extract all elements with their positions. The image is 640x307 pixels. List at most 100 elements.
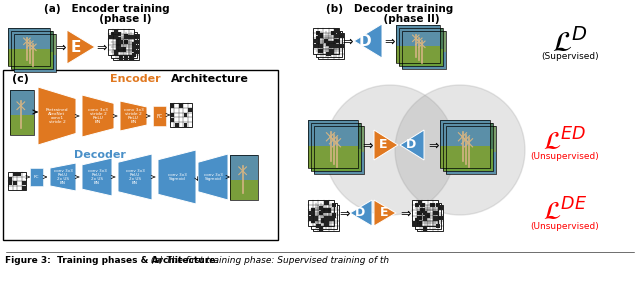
Bar [113, 29, 118, 34]
Bar [399, 49, 443, 66]
Bar [308, 120, 358, 168]
Bar [318, 33, 323, 38]
Bar [417, 221, 422, 226]
Bar [332, 213, 336, 218]
Bar [316, 223, 321, 228]
Bar [446, 126, 496, 152]
Bar [438, 205, 443, 210]
Bar [311, 123, 361, 171]
Bar [316, 36, 321, 41]
Bar [314, 126, 364, 174]
Bar [134, 40, 139, 44]
Bar [230, 180, 258, 200]
Bar [443, 123, 493, 171]
Bar [314, 216, 318, 220]
Text: $\mathcal{L}^{DE}$: $\mathcal{L}^{DE}$ [543, 198, 587, 225]
Bar [316, 30, 342, 56]
Bar [10, 90, 34, 115]
Text: Decoder: Decoder [74, 150, 126, 160]
Text: conv 3x3
Sigmoid: conv 3x3 Sigmoid [168, 173, 186, 181]
Text: D: D [355, 207, 365, 220]
Bar [339, 33, 344, 38]
Bar [132, 52, 136, 57]
Bar [121, 47, 126, 52]
Bar [313, 28, 339, 54]
Bar [124, 40, 128, 44]
Bar [108, 29, 134, 55]
Bar [308, 216, 313, 220]
Bar [113, 34, 118, 39]
Circle shape [325, 85, 455, 215]
Bar [420, 203, 424, 208]
Bar [8, 49, 50, 66]
Bar [314, 126, 364, 152]
Bar [319, 211, 323, 215]
Bar [179, 103, 183, 107]
Text: conv 3x3
stride 2
ReLU
BN: conv 3x3 stride 2 ReLU BN [88, 107, 108, 124]
Text: $\Rightarrow$: $\Rightarrow$ [340, 34, 354, 48]
Bar [334, 38, 339, 43]
Polygon shape [82, 95, 114, 137]
Bar [321, 218, 326, 223]
Bar [314, 39, 318, 43]
Bar [314, 152, 364, 174]
Bar [443, 150, 493, 171]
Polygon shape [67, 30, 95, 64]
Bar [124, 34, 128, 39]
Bar [311, 218, 316, 223]
Bar [417, 216, 422, 220]
Bar [132, 47, 136, 52]
Bar [113, 34, 139, 60]
Bar [440, 120, 490, 168]
Bar [415, 203, 419, 208]
Bar [113, 34, 118, 39]
Bar [8, 172, 26, 190]
Bar [431, 203, 435, 208]
Text: $\mathcal{L}^{ED}$: $\mathcal{L}^{ED}$ [543, 128, 587, 155]
Bar [170, 118, 174, 122]
Bar [436, 223, 440, 228]
Bar [319, 205, 323, 210]
Bar [316, 41, 321, 46]
Bar [396, 46, 440, 63]
Text: $\Rightarrow$: $\Rightarrow$ [53, 41, 67, 53]
Polygon shape [158, 150, 196, 204]
Bar [124, 55, 128, 60]
Bar [314, 216, 318, 220]
Polygon shape [50, 163, 76, 191]
Bar [329, 44, 333, 49]
Text: $\Rightarrow$: $\Rightarrow$ [382, 34, 396, 48]
Bar [118, 40, 124, 44]
Bar [316, 31, 321, 35]
Bar [13, 181, 17, 185]
Bar [339, 44, 344, 48]
Bar [324, 216, 328, 220]
Bar [318, 33, 344, 59]
Text: E: E [380, 207, 388, 220]
Text: conv 3x3
Sigmoid: conv 3x3 Sigmoid [204, 173, 223, 181]
Bar [319, 226, 323, 231]
Bar [116, 47, 120, 52]
Bar [184, 113, 188, 117]
Bar [438, 216, 443, 220]
Text: E: E [71, 40, 81, 55]
Bar [118, 55, 123, 60]
Bar [111, 32, 115, 37]
Bar [334, 28, 339, 33]
Bar [134, 34, 139, 39]
Bar [422, 226, 427, 231]
Text: conv 3x3
ReLU
2x US
BN: conv 3x3 ReLU 2x US BN [88, 169, 106, 185]
Bar [8, 28, 50, 49]
Bar [22, 181, 26, 185]
Text: Architecture: Architecture [171, 74, 249, 84]
Bar [14, 34, 56, 55]
Bar [324, 200, 328, 205]
Bar [396, 25, 440, 46]
Bar [308, 200, 334, 226]
Bar [108, 34, 113, 39]
Text: conv 3x3
stride 2
ReLU
BN: conv 3x3 stride 2 ReLU BN [124, 107, 143, 124]
Bar [399, 28, 443, 49]
Bar [132, 42, 136, 47]
Bar [436, 203, 440, 208]
Bar [8, 28, 50, 66]
